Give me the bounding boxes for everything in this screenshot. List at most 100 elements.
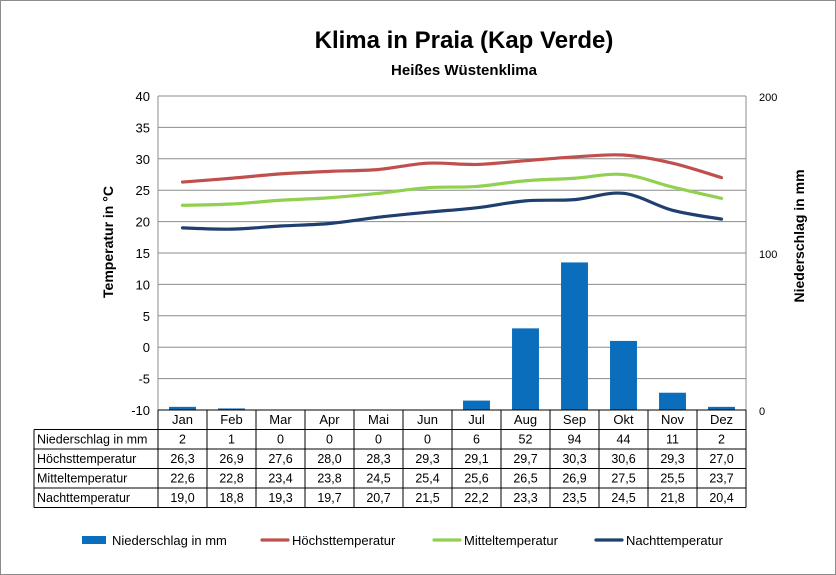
- bar-sep: [561, 262, 588, 410]
- bar-nov: [659, 392, 686, 410]
- table-cell-0-5: 0: [424, 433, 431, 447]
- table-cell-0-1: 1: [228, 433, 235, 447]
- table-cell-3-4: 20,7: [366, 491, 390, 505]
- table-cell-2-0: 22,6: [170, 472, 194, 486]
- table-cell-2-1: 22,8: [219, 472, 243, 486]
- table-cell-1-8: 30,3: [562, 452, 586, 466]
- precipitation-bars: [169, 262, 735, 410]
- bar-jul: [463, 400, 490, 410]
- y-tick-left-1: -5: [138, 372, 150, 387]
- legend-label-0: Niederschlag in mm: [112, 533, 227, 548]
- legend: Niederschlag in mm Höchsttemperatur Mittel…: [82, 533, 723, 548]
- table-cell-0-8: 94: [568, 433, 582, 447]
- table-row-label-3: Nachttemperatur: [37, 491, 130, 505]
- table-cell-0-10: 11: [666, 433, 679, 447]
- y-axis-label-right: Niederschlag in mm: [791, 169, 807, 302]
- chart-title: Klima in Praia (Kap Verde): [315, 27, 614, 54]
- bar-jan: [169, 406, 196, 410]
- table-row-label-0: Niederschlag in mm: [37, 433, 147, 447]
- table-cell-3-9: 24,5: [611, 491, 635, 505]
- table-cell-1-3: 28,0: [317, 452, 341, 466]
- table-cell-2-5: 25,4: [415, 472, 439, 486]
- table-cell-2-10: 25,5: [660, 472, 684, 486]
- table-cell-1-6: 29,1: [464, 452, 488, 466]
- x-tick-okt: Okt: [613, 412, 634, 427]
- legend-label-1: Höchsttemperatur: [292, 533, 396, 548]
- table-cell-1-4: 28,3: [366, 452, 390, 466]
- x-tick-sep: Sep: [563, 412, 586, 427]
- table-cell-1-1: 26,9: [219, 452, 243, 466]
- table-cell-0-6: 6: [473, 433, 480, 447]
- y-tick-right-0: 0: [759, 406, 765, 418]
- bar-okt: [610, 340, 637, 410]
- table-cell-2-2: 23,4: [268, 472, 292, 486]
- table-cell-0-9: 44: [617, 433, 631, 447]
- table-cell-0-4: 0: [375, 433, 382, 447]
- y-tick-left-5: 15: [136, 246, 150, 261]
- y-tick-right-1: 100: [759, 249, 777, 261]
- data-table: Jan Feb Mar Apr Mai Jun Jul Aug Sep Okt Nov Dez Nied…: [33, 409, 747, 508]
- temperature-lines: [180, 153, 724, 231]
- bar-feb: [218, 408, 245, 410]
- table-cell-0-11: 2: [718, 433, 725, 447]
- table-cell-3-2: 19,3: [268, 491, 292, 505]
- y-tick-left-6: 20: [136, 215, 150, 230]
- y-tick-left-8: 30: [136, 152, 150, 167]
- line-h-chsttemperatur: [180, 153, 724, 184]
- table-cell-0-3: 0: [326, 433, 333, 447]
- table-cell-3-8: 23,5: [562, 491, 586, 505]
- table-cell-2-8: 26,9: [562, 472, 586, 486]
- table-cell-0-7: 52: [519, 433, 533, 447]
- axes: -10 -5 0 5 10 15 20 25 30 35 40 0 100 200: [131, 89, 777, 418]
- table-cell-3-0: 19,0: [170, 491, 194, 505]
- table-cell-1-2: 27,6: [268, 452, 292, 466]
- legend-label-3: Nachttemperatur: [626, 533, 723, 548]
- table-row-label-1: Höchsttemperatur: [37, 452, 136, 466]
- table-cell-3-6: 22,2: [464, 491, 488, 505]
- x-tick-jun: Jun: [417, 412, 438, 427]
- y-tick-left-0: -10: [131, 403, 150, 418]
- y-tick-left-7: 25: [136, 183, 150, 198]
- x-tick-mai: Mai: [368, 412, 389, 427]
- table-row-label-2: Mitteltemperatur: [37, 472, 127, 486]
- table-cell-1-10: 29,3: [660, 452, 684, 466]
- table-cell-1-9: 30,6: [611, 452, 635, 466]
- y-tick-left-9: 35: [136, 120, 150, 135]
- line-mitteltemperatur: [180, 172, 724, 207]
- y-tick-left-4: 10: [136, 277, 150, 292]
- table-cell-1-7: 29,7: [513, 452, 537, 466]
- y-tick-left-10: 40: [136, 89, 150, 104]
- table-cell-3-7: 23,3: [513, 491, 537, 505]
- table-cell-2-7: 26,5: [513, 472, 537, 486]
- x-tick-aug: Aug: [514, 412, 537, 427]
- x-tick-feb: Feb: [220, 412, 242, 427]
- chart-subtitle: Heißes Wüstenklima: [391, 62, 538, 79]
- table-cell-0-2: 0: [277, 433, 284, 447]
- table-cell-0-0: 2: [179, 433, 186, 447]
- x-tick-nov: Nov: [661, 412, 685, 427]
- legend-swatch-0: [82, 536, 106, 544]
- y-tick-left-3: 5: [143, 309, 150, 324]
- table-cell-3-1: 18,8: [219, 491, 243, 505]
- table-cell-2-11: 23,7: [709, 472, 733, 486]
- table-cell-3-5: 21,5: [415, 491, 439, 505]
- table-cell-3-10: 21,8: [660, 491, 684, 505]
- x-tick-jul: Jul: [468, 412, 485, 427]
- x-tick-jan: Jan: [172, 412, 193, 427]
- line-nachttemperatur: [180, 191, 724, 231]
- table-cell-3-11: 20,4: [709, 491, 733, 505]
- table-cell-2-3: 23,8: [317, 472, 341, 486]
- y-tick-right-2: 200: [759, 92, 777, 104]
- table-cell-2-9: 27,5: [611, 472, 635, 486]
- x-tick-dez: Dez: [710, 412, 733, 427]
- x-tick-apr: Apr: [319, 412, 340, 427]
- gridlines: [158, 95, 746, 411]
- bar-dez: [708, 406, 735, 410]
- table-cell-1-0: 26,3: [170, 452, 194, 466]
- table-cell-1-5: 29,3: [415, 452, 439, 466]
- table-cell-2-6: 25,6: [464, 472, 488, 486]
- table-cell-2-4: 24,5: [366, 472, 390, 486]
- table-cell-3-3: 19,7: [317, 491, 341, 505]
- table-cell-1-11: 27,0: [709, 452, 733, 466]
